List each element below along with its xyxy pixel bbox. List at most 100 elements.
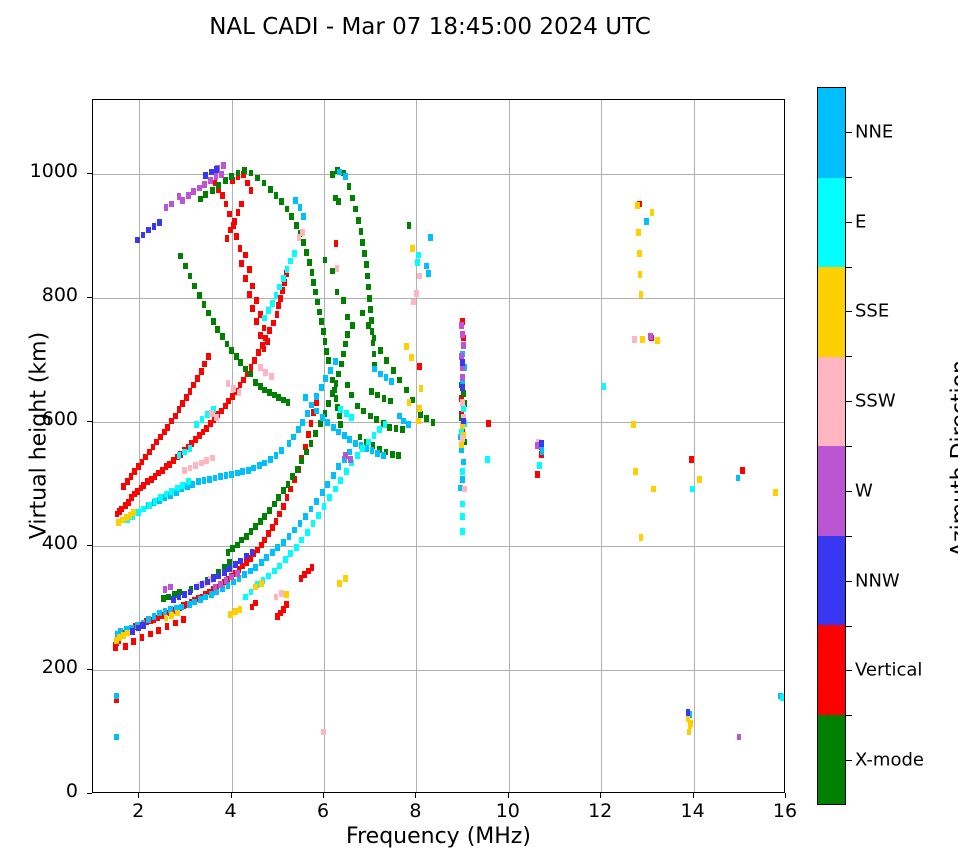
data-point [322,410,328,417]
data-point [354,402,360,410]
data-point [337,579,343,587]
data-point [261,324,267,332]
colorbar-band-e[interactable] [818,177,845,267]
y-axis-tick-label: 0 [65,780,78,802]
data-point [277,283,283,291]
data-point [248,187,254,194]
data-point [633,468,638,476]
data-point [166,609,172,617]
colorbar-band-w[interactable] [818,446,845,536]
data-point [344,330,350,338]
data-point [194,583,199,591]
data-point [283,270,289,277]
data-point [148,475,154,483]
data-point [460,468,466,476]
data-point [229,470,235,478]
data-point [240,468,246,476]
data-point [234,570,240,577]
data-point [313,288,319,296]
data-point [182,448,187,456]
data-point [169,200,174,208]
data-point [291,433,296,441]
plot-area[interactable] [92,99,785,793]
colorbar[interactable] [817,87,846,805]
colorbar-band-vertical[interactable] [818,625,845,715]
data-point [233,232,239,240]
data-point [271,567,277,575]
data-point [370,339,376,347]
colorbar-band-nne[interactable] [818,88,845,178]
data-point [390,366,396,374]
data-point [228,226,234,234]
colorbar-label-vertical: Vertical [855,659,923,681]
data-point [202,579,208,587]
data-point [357,433,363,441]
data-point [222,402,228,410]
data-point [183,262,188,270]
data-point [262,386,268,394]
data-point [258,579,264,587]
data-point [279,198,284,205]
data-point [416,405,422,412]
data-point [122,501,128,509]
data-point [364,261,369,269]
data-point [740,467,745,474]
data-point [297,520,303,528]
data-point [649,209,655,217]
data-point [257,517,263,525]
colorbar-tick [846,221,852,223]
data-point [358,228,364,235]
data-point [162,494,168,502]
data-point [139,458,145,466]
data-point [280,396,286,404]
data-point [314,392,320,400]
colorbar-band-sse[interactable] [818,267,845,357]
data-point [219,333,225,341]
data-point [182,467,187,474]
data-point [118,628,124,635]
data-point [239,260,245,267]
data-point [216,568,222,576]
data-point [460,434,466,442]
data-point [203,190,209,198]
data-point [355,216,361,224]
data-point [329,267,335,275]
y-axis-tick-label: 600 [41,408,78,431]
gridline-horizontal [93,546,784,548]
data-point [156,469,162,477]
data-point [371,432,377,440]
data-point [280,503,286,510]
colorbar-band-ssw[interactable] [818,356,845,446]
data-point [130,628,136,635]
data-point [382,421,388,429]
data-point [219,170,224,178]
colorbar-tick [846,311,852,313]
colorbar-band-x-mode[interactable] [818,714,845,804]
data-point [248,169,254,177]
data-point [223,472,229,479]
data-point [249,603,255,611]
data-point [141,622,147,629]
data-point [397,376,403,384]
y-axis-tick-label: 800 [41,284,78,307]
data-point [367,306,373,313]
data-point [282,556,288,564]
data-point [173,604,179,612]
data-point [244,532,249,540]
data-point [119,505,125,513]
data-point [216,572,222,580]
gridline-horizontal [93,422,784,424]
data-point [268,373,274,380]
data-point [338,477,344,484]
data-point [305,567,311,575]
data-point [308,505,314,513]
data-point [127,511,133,519]
data-point [196,432,202,440]
colorbar-band-nnw[interactable] [818,535,845,625]
data-point [308,439,314,447]
data-point [237,605,243,613]
data-point [403,386,409,394]
data-point [535,470,540,478]
data-point [262,513,268,520]
data-point [349,413,355,421]
